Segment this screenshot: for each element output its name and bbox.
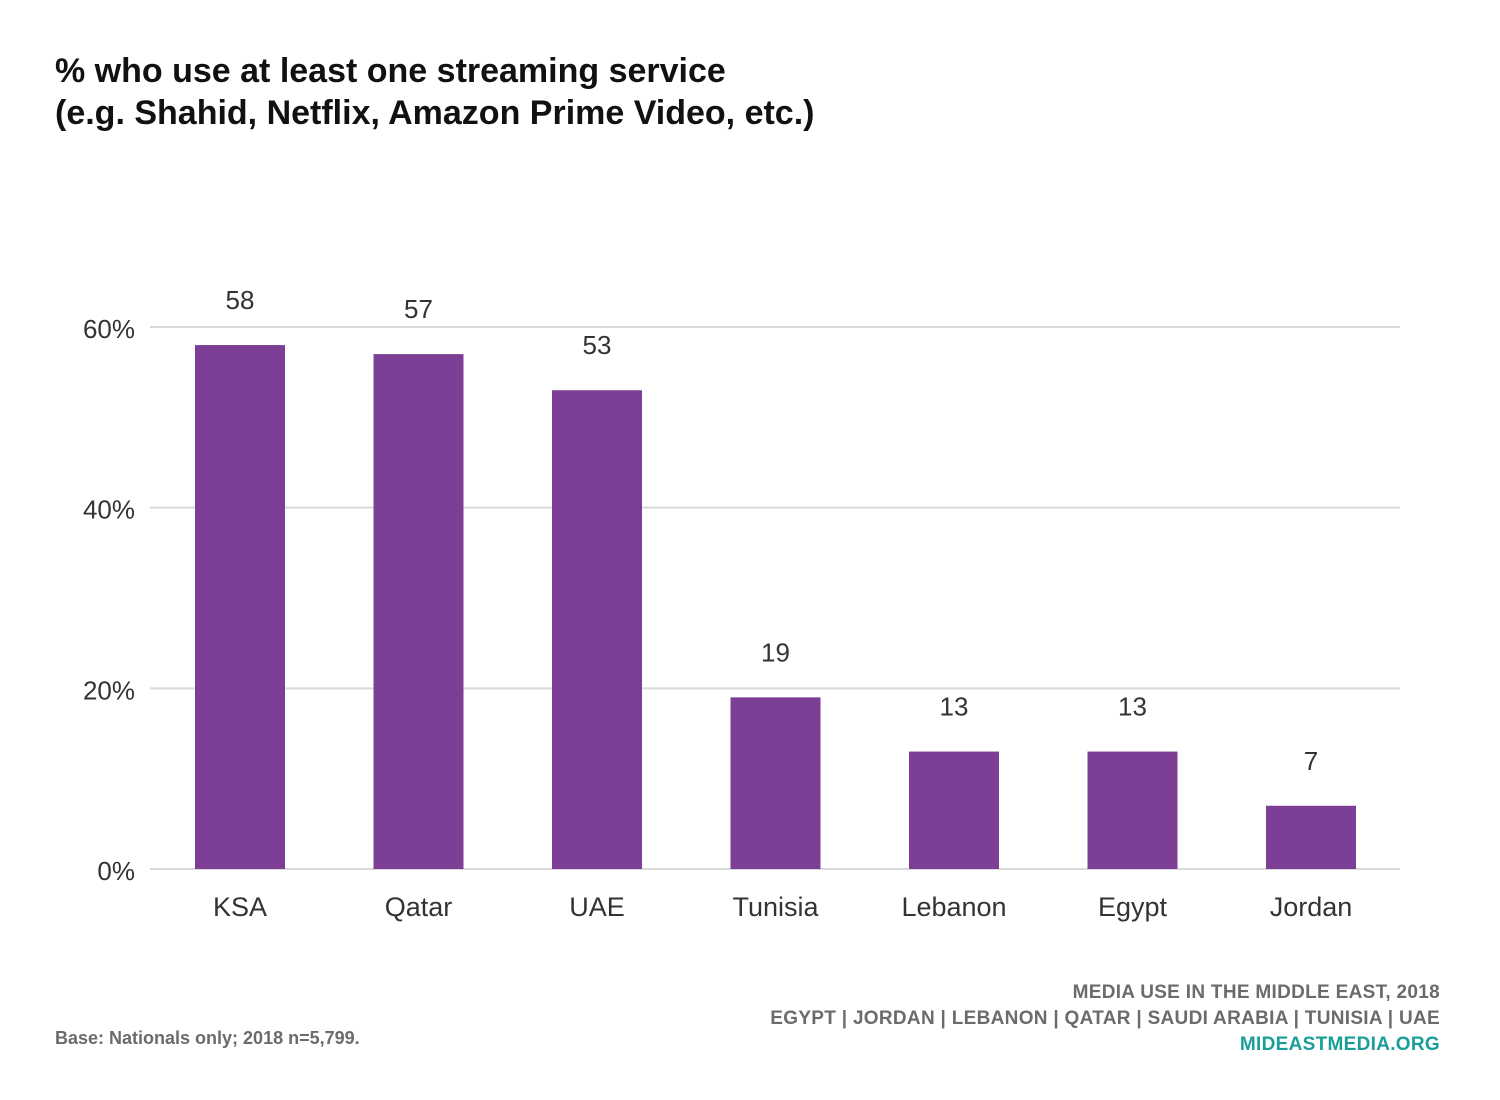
bar-uae bbox=[552, 390, 642, 869]
x-tick-label-tunisia: Tunisia bbox=[732, 892, 819, 922]
chart-title-line-2: (e.g. Shahid, Netflix, Amazon Prime Vide… bbox=[55, 94, 815, 132]
data-label-egypt: 13 bbox=[1118, 692, 1147, 722]
bar-qatar bbox=[373, 354, 464, 870]
y-tick-label-0: 0% bbox=[97, 856, 135, 886]
source-title: MEDIA USE IN THE MIDDLE EAST, 2018 bbox=[1072, 982, 1440, 1003]
source-website-link[interactable]: MIDEASTMEDIA.ORG bbox=[1239, 1034, 1440, 1055]
x-tick-label-lebanon: Lebanon bbox=[901, 892, 1006, 922]
bar-lebanon bbox=[909, 751, 999, 869]
x-tick-label-uae: UAE bbox=[569, 892, 625, 922]
bar-jordan bbox=[1266, 805, 1356, 869]
base-note: Base: Nationals only; 2018 n=5,799. bbox=[55, 1028, 360, 1048]
source-countries: EGYPT | JORDAN | LEBANON | QATAR | SAUDI… bbox=[770, 1008, 1440, 1029]
x-tick-label-egypt: Egypt bbox=[1098, 892, 1168, 922]
data-label-uae: 53 bbox=[583, 330, 612, 360]
chart-title: % who use at least one streaming service… bbox=[55, 50, 815, 134]
data-label-tunisia: 19 bbox=[761, 637, 790, 667]
x-tick-label-jordan: Jordan bbox=[1270, 892, 1353, 922]
data-label-ksa: 58 bbox=[226, 285, 255, 315]
y-tick-label-60: 60% bbox=[83, 314, 135, 344]
y-tick-label-20: 20% bbox=[83, 675, 135, 705]
data-label-qatar: 57 bbox=[404, 294, 433, 324]
chart-title-line-1: % who use at least one streaming service bbox=[55, 52, 726, 90]
y-tick-label-40: 40% bbox=[83, 495, 135, 525]
bar-tunisia bbox=[730, 697, 821, 869]
x-tick-label-qatar: Qatar bbox=[385, 892, 453, 922]
data-label-lebanon: 13 bbox=[940, 692, 969, 722]
data-label-jordan: 7 bbox=[1304, 746, 1318, 776]
bar-egypt bbox=[1087, 751, 1178, 869]
x-tick-label-ksa: KSA bbox=[213, 892, 267, 922]
bar-ksa bbox=[195, 345, 285, 870]
source-block: MEDIA USE IN THE MIDDLE EAST, 2018 EGYPT… bbox=[770, 980, 1440, 1058]
